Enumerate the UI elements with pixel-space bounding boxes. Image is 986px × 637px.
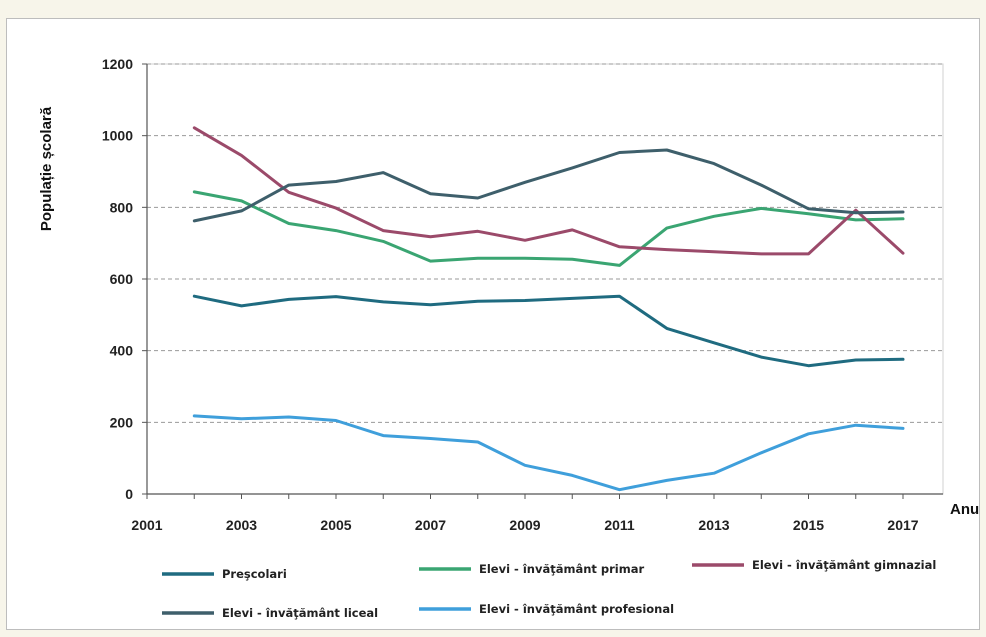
- y-tick-label: 1200: [102, 56, 133, 72]
- x-tick-label: 2005: [320, 517, 351, 533]
- x-tick-label: 2011: [604, 517, 635, 533]
- y-tick-label: 0: [125, 486, 133, 502]
- series-line-3: [192, 126, 905, 256]
- chart-frame: 0 200 400 600 800 1000 1200 2001 2003 2005 2007 20…: [6, 18, 980, 630]
- x-tick-label: 2013: [698, 517, 729, 533]
- legend-label: Elevi - învăţământ profesional: [479, 602, 674, 616]
- legend-label: Preşcolari: [222, 567, 287, 581]
- legend-label: Elevi - învăţământ gimnazial: [752, 558, 936, 572]
- y-tick-label: 1000: [102, 128, 133, 144]
- y-tick-labels: 0 200 400 600 800 1000 1200: [102, 56, 133, 502]
- y-tick-label: 800: [110, 199, 134, 215]
- y-tick-label: 400: [110, 343, 134, 359]
- y-axis-title: Populație școlară: [38, 106, 55, 231]
- x-tick-label: 2017: [887, 517, 918, 533]
- x-axis-title: Anul: [950, 501, 979, 518]
- series-lines: [192, 126, 905, 492]
- legend: Preşcolari Elevi - învăţământ primar Elevi…: [162, 558, 936, 620]
- legend-label: Elevi - învăţământ liceal: [222, 606, 378, 620]
- axes: [142, 63, 943, 499]
- series-line-2: [192, 190, 905, 267]
- legend-label: Elevi - învăţământ primar: [479, 562, 644, 576]
- series-line-1: [192, 294, 905, 368]
- series-line-4: [192, 148, 905, 223]
- series-line-5: [192, 414, 905, 492]
- y-tick-label: 600: [110, 271, 134, 287]
- plot-area: [146, 63, 944, 495]
- x-tick-label: 2007: [415, 517, 446, 533]
- x-tick-label: 2001: [131, 517, 162, 533]
- x-tick-label: 2015: [793, 517, 824, 533]
- x-tick-labels: 2001 2003 2005 2007 2009 2011 2013 2015 2017: [131, 517, 918, 533]
- y-tick-label: 200: [110, 414, 134, 430]
- x-tick-label: 2003: [226, 517, 257, 533]
- x-tick-label: 2009: [509, 517, 540, 533]
